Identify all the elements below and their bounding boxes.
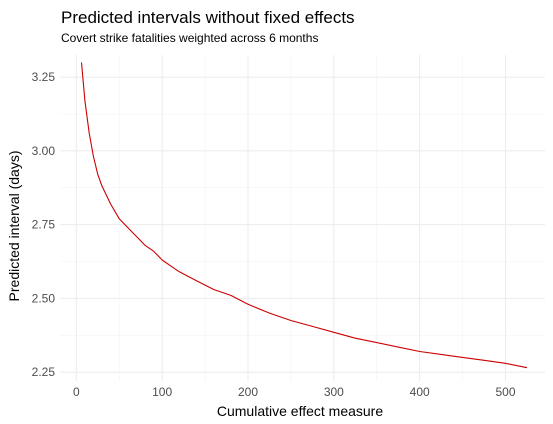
y-axis-title: Predicted interval (days) — [6, 151, 22, 302]
chart-title: Predicted intervals without fixed effect… — [61, 8, 355, 27]
y-tick-label: 2.50 — [32, 291, 56, 305]
series-layer — [80, 62, 528, 369]
x-axis-ticks: 0 100 200 300 400 500 — [73, 385, 516, 399]
x-tick-label: 100 — [152, 385, 172, 399]
x-tick-label: 300 — [324, 385, 344, 399]
major-gridlines — [60, 55, 545, 381]
x-axis-title: Cumulative effect measure — [217, 403, 383, 419]
y-tick-label: 3.25 — [32, 70, 56, 84]
y-tick-label: 2.25 — [32, 365, 56, 379]
minor-gridlines — [60, 55, 545, 381]
x-tick-label: 0 — [73, 385, 80, 399]
y-axis-ticks: 2.25 2.50 2.75 3.00 3.25 — [32, 70, 56, 379]
x-tick-label: 500 — [495, 385, 515, 399]
y-tick-label: 3.00 — [32, 144, 56, 158]
x-tick-label: 400 — [410, 385, 430, 399]
y-tick-label: 2.75 — [32, 218, 56, 232]
series-line — [80, 62, 528, 369]
chart-subtitle: Covert strike fatalities weighted across… — [61, 31, 318, 45]
x-tick-label: 200 — [238, 385, 258, 399]
